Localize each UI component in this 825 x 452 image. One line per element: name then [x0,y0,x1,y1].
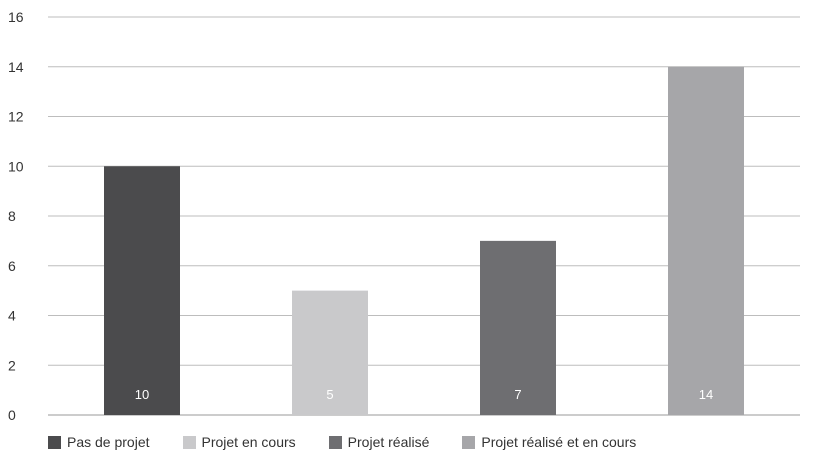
legend-item: Projet réalisé [328,434,430,450]
y-tick-label: 12 [8,109,24,125]
legend-label: Projet en cours [201,434,296,450]
legend-swatch [462,435,476,449]
y-tick-label: 0 [8,407,16,423]
data-labels: 10 5 7 14 [135,387,713,402]
bar-value-label: 5 [326,387,333,402]
bar-chart: 0 2 4 6 8 10 12 14 16 10 5 7 14 [8,9,800,423]
bars [104,66,744,415]
bar-value-label: 14 [699,387,713,402]
y-axis: 0 2 4 6 8 10 12 14 16 [8,9,24,423]
y-tick-label: 6 [8,258,16,274]
legend-label: Pas de projet [67,434,150,450]
bar-value-label: 10 [135,387,149,402]
bar [292,290,368,415]
legend-swatch [328,435,342,449]
bar [668,66,744,415]
bar [104,166,180,415]
y-tick-label: 14 [8,59,24,75]
legend-item: Projet en cours [182,434,296,450]
y-tick-label: 8 [8,208,16,224]
legend-label: Projet réalisé [347,434,430,450]
legend-item: Pas de projet [48,434,150,450]
bar [480,240,556,415]
legend-swatch [182,435,196,449]
y-tick-label: 2 [8,357,16,373]
legend-label: Projet réalisé et en cours [481,434,637,450]
legend: Pas de projet Projet en cours Projet réali… [48,433,669,451]
y-tick-label: 4 [8,308,16,324]
y-tick-label: 16 [8,9,24,25]
y-tick-label: 10 [8,158,24,174]
legend-item: Projet réalisé et en cours [462,434,636,450]
bar-value-label: 7 [514,387,521,402]
legend-swatch [48,435,61,449]
